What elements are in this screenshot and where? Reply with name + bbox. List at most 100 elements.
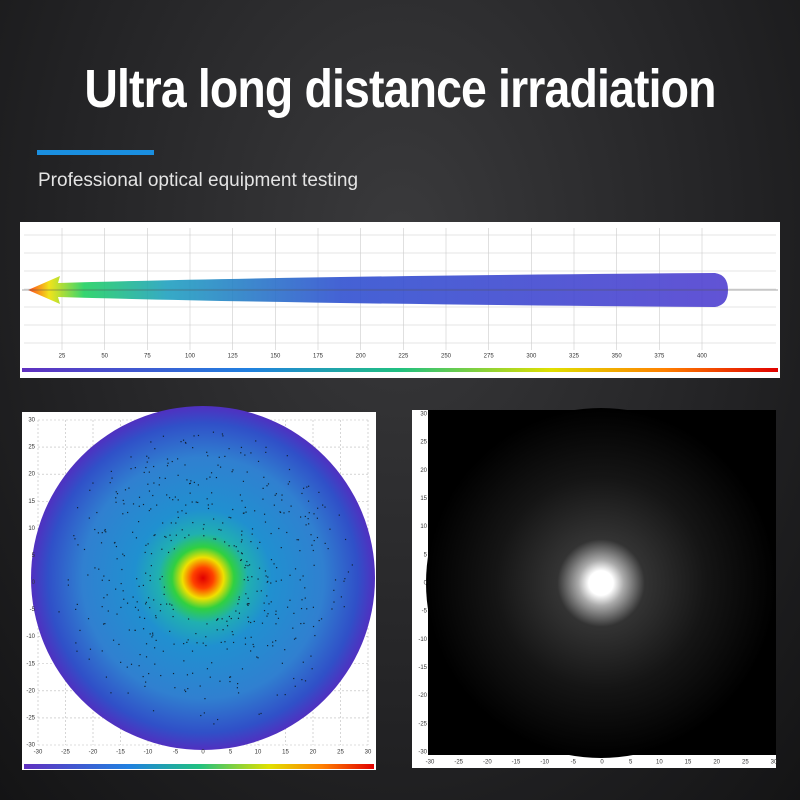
scatter-dot — [300, 622, 302, 625]
scatter-dot — [149, 579, 151, 582]
x-tick-label: -15 — [116, 750, 125, 756]
scatter-dot — [287, 483, 289, 485]
scatter-dot — [207, 504, 209, 506]
scatter-dot — [307, 518, 309, 520]
scatter-dot — [219, 680, 221, 682]
scatter-dot — [132, 531, 134, 533]
scatter-dot — [174, 496, 176, 498]
scatter-dot — [240, 552, 243, 554]
scatter-dot — [263, 476, 265, 478]
scatter-dot — [132, 503, 135, 505]
scatter-dot — [290, 505, 292, 507]
scatter-dot — [274, 494, 276, 496]
scatter-dot — [195, 632, 197, 635]
x-tick-label: 30 — [771, 760, 778, 766]
scatter-dot — [257, 578, 259, 580]
scatter-dot — [101, 579, 103, 581]
scatter-dot — [324, 542, 326, 545]
scatter-dot — [185, 442, 187, 444]
scatter-dot — [164, 535, 166, 538]
scatter-dot — [67, 584, 69, 586]
x-tick-label: 75 — [144, 354, 151, 360]
scatter-dot — [87, 574, 89, 576]
scatter-dot — [267, 483, 270, 485]
scatter-dot — [102, 623, 105, 625]
x-tick-label: 275 — [484, 354, 495, 360]
scatter-dot — [128, 629, 130, 631]
scatter-dot — [278, 527, 280, 530]
scatter-dot — [209, 676, 211, 678]
scatter-dot — [207, 507, 210, 510]
y-tick-label: 25 — [420, 440, 427, 446]
scatter-dot — [184, 441, 187, 444]
x-tick-label: 25 — [59, 354, 66, 360]
scatter-dot — [105, 676, 108, 678]
scatter-dot — [314, 634, 316, 637]
y-tick-label: -10 — [418, 637, 427, 643]
scatter-dot — [242, 480, 245, 482]
x-tick-label: 5 — [229, 750, 233, 756]
scatter-dot — [320, 618, 323, 620]
scatter-dot — [304, 587, 306, 589]
scatter-dot — [237, 617, 240, 619]
scatter-dot — [281, 499, 283, 501]
scatter-dot — [197, 484, 199, 486]
scatter-dot — [267, 580, 269, 583]
scatter-dot — [333, 589, 335, 591]
scatter-dot — [101, 532, 103, 534]
scatter-dot — [184, 537, 186, 539]
scatter-dot — [185, 512, 187, 514]
scatter-dot — [312, 625, 315, 628]
scatter-dot — [103, 575, 105, 577]
y-tick-label: 25 — [28, 445, 35, 451]
scatter-dot — [186, 479, 188, 481]
scatter-dot — [210, 472, 213, 474]
scatter-dot — [147, 597, 150, 599]
scatter-dot — [123, 598, 125, 600]
x-tick-label: 250 — [441, 354, 452, 360]
scatter-dot — [121, 568, 123, 571]
scatter-dot — [252, 643, 254, 646]
scatter-dot — [136, 578, 138, 580]
scatter-dot — [247, 579, 249, 581]
scatter-dot — [244, 454, 246, 456]
scatter-dot — [191, 501, 193, 503]
scatter-dot — [260, 590, 262, 592]
scatter-dot — [190, 480, 192, 482]
scatter-dot — [288, 481, 291, 483]
scatter-dot — [116, 613, 118, 615]
scatter-dot — [185, 690, 187, 693]
scatter-dot — [207, 455, 209, 457]
scatter-dot — [109, 482, 111, 484]
x-tick-label: -30 — [34, 750, 43, 756]
scatter-dot — [184, 689, 186, 691]
scatter-dot — [146, 461, 148, 463]
y-tick-label: 20 — [28, 472, 35, 478]
scatter-dot — [144, 551, 146, 554]
scatter-dot — [236, 687, 238, 689]
scatter-dot — [275, 580, 277, 582]
scatter-dot — [145, 544, 147, 546]
scatter-dot — [105, 531, 107, 533]
scatter-dot — [106, 594, 108, 596]
scatter-dot — [152, 494, 154, 497]
x-tick-label: 25 — [742, 760, 749, 766]
scatter-dot — [101, 650, 103, 652]
scatter-dot — [265, 451, 267, 453]
scatter-dot — [172, 499, 174, 501]
scatter-dot — [171, 604, 173, 606]
scatter-dot — [284, 693, 286, 696]
scatter-dot — [143, 471, 145, 474]
y-tick-label: -15 — [26, 661, 35, 667]
scatter-dot — [172, 672, 175, 675]
scatter-dot — [169, 630, 171, 632]
scatter-dot — [258, 567, 261, 569]
scatter-dot — [149, 607, 151, 609]
scatter-dot — [220, 529, 222, 531]
scatter-dot — [288, 468, 291, 471]
scatter-dot — [104, 530, 106, 532]
scatter-dot — [228, 448, 230, 450]
scatter-dot — [166, 458, 169, 460]
x-tick-label: -20 — [483, 760, 492, 766]
scatter-dot — [266, 615, 268, 617]
